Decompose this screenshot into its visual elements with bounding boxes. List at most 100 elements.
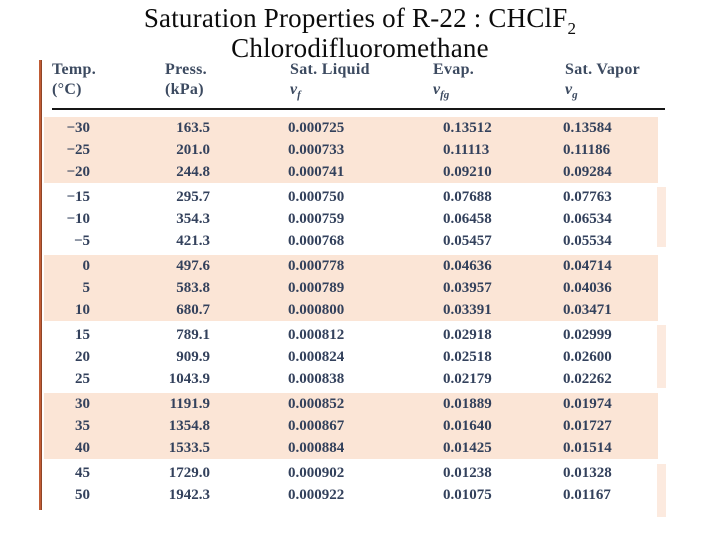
table-cell: 0.02179: [443, 370, 492, 387]
column-label: Temp.: [52, 61, 97, 78]
table-cell: −25: [66, 141, 90, 158]
table-cell: 0.01974: [563, 395, 612, 412]
table-row: 35 1354.8 0.000867 0.01640 0.01727: [44, 415, 658, 437]
table-cell: 909.9: [176, 348, 210, 365]
column-symbol: vfg: [433, 80, 474, 105]
table-cell: 0.04636: [443, 257, 492, 274]
row-band-plain: −15 295.7 0.000750 0.07688 0.07763 −10 354.3 0.…: [44, 186, 658, 252]
table-cell: −15: [66, 188, 90, 205]
column-symbol: vf: [290, 80, 370, 105]
table-cell: 0.000741: [288, 163, 345, 180]
table-cell: 0.000852: [288, 395, 345, 412]
slide-title-line1: Saturation Properties of R-22 : CHClF2: [0, 3, 720, 37]
table-cell: 0.000812: [288, 326, 345, 343]
table-row: −15 295.7 0.000750 0.07688 0.07763: [44, 186, 658, 208]
table-cell: 0.000922: [288, 486, 345, 503]
table-cell: 40: [75, 439, 90, 456]
slide-title-line2: Chlorodifluoromethane: [231, 33, 489, 63]
table-cell: 0.02918: [443, 326, 492, 343]
table-cell: 1729.0: [168, 464, 210, 481]
table-cell: 0.000733: [288, 141, 345, 158]
table-cell: 30: [75, 395, 90, 412]
table-cell: 0.05534: [563, 232, 612, 249]
table-cell: 0.01727: [563, 417, 612, 434]
table-row: 40 1533.5 0.000884 0.01425 0.01514: [44, 437, 658, 459]
column-header-sat-vapor: Sat. Vapor vg: [565, 60, 640, 105]
row-band-shaded: 30 1191.9 0.000852 0.01889 0.01974 35 1354.8 0.…: [44, 393, 658, 459]
table-cell: 1354.8: [168, 417, 210, 434]
table-cell: 0.01514: [563, 439, 612, 456]
table-cell: 0.01328: [563, 464, 612, 481]
column-header-sat-liquid: Sat. Liquid vf: [290, 60, 370, 105]
symbol-subscript: fg: [440, 89, 450, 102]
table-cell: 0.01889: [443, 395, 492, 412]
table-cell: 0.000768: [288, 232, 345, 249]
symbol-subscript: g: [572, 89, 578, 102]
table-cell: 1942.3: [168, 486, 210, 503]
table-row: 25 1043.9 0.000838 0.02179 0.02262: [44, 368, 658, 390]
table-cell: 354.3: [176, 210, 210, 227]
header-rule: [52, 108, 665, 110]
table-cell: 0.03471: [563, 301, 612, 318]
table-cell: 50: [75, 486, 90, 503]
table-cell: 0.000902: [288, 464, 345, 481]
row-band-shaded: −30 163.5 0.000725 0.13512 0.13584 −25 201.0 0.…: [44, 117, 658, 183]
table-cell: 0.000759: [288, 210, 345, 227]
symbol-v: v: [565, 81, 573, 98]
table-cell: 0.000800: [288, 301, 345, 318]
table-cell: 0.02999: [563, 326, 612, 343]
table-cell: 0.11113: [443, 141, 490, 158]
table-cell: 0.13584: [563, 119, 612, 136]
table-cell: −30: [66, 119, 90, 136]
table-cell: 10: [75, 301, 90, 318]
table-cell: 0.000750: [288, 188, 345, 205]
symbol-subscript: f: [297, 89, 301, 102]
table-cell: 5: [82, 279, 91, 296]
accent-bar: [39, 60, 42, 510]
table-cell: 0.09284: [563, 163, 612, 180]
slide-title-text: Saturation Properties of R-22 : CHClF: [143, 3, 568, 33]
table-cell: 583.8: [176, 279, 210, 296]
table-cell: 15: [75, 326, 90, 343]
row-band-plain: 15 789.1 0.000812 0.02918 0.02999 20 909.9 0.00…: [44, 324, 658, 390]
table-row: −10 354.3 0.000759 0.06458 0.06534: [44, 208, 658, 230]
table-cell: 0.01425: [443, 439, 492, 456]
table-row: −5 421.3 0.000768 0.05457 0.05534: [44, 230, 658, 252]
slide-title: Saturation Properties of R-22 : CHClF2 C…: [0, 3, 720, 63]
table-cell: 0: [82, 257, 91, 274]
table-row: 45 1729.0 0.000902 0.01238 0.01328: [44, 462, 658, 484]
shade-sliver: [657, 187, 666, 247]
table-cell: 0.000838: [288, 370, 345, 387]
table-cell: 0.000725: [288, 119, 345, 136]
table-cell: 0.07763: [563, 188, 612, 205]
table-cell: 0.02262: [563, 370, 612, 387]
column-unit: (kPa): [165, 81, 204, 98]
table-row: 15 789.1 0.000812 0.02918 0.02999: [44, 324, 658, 346]
table-cell: 244.8: [176, 163, 210, 180]
table-row: −30 163.5 0.000725 0.13512 0.13584: [44, 117, 658, 139]
symbol-v: v: [290, 81, 298, 98]
column-header-press: Press. (kPa): [165, 60, 207, 100]
table-row: 50 1942.3 0.000922 0.01075 0.01167: [44, 484, 658, 506]
table-row: 20 909.9 0.000824 0.02518 0.02600: [44, 346, 658, 368]
table-row: 10 680.7 0.000800 0.03391 0.03471: [44, 299, 658, 321]
table-cell: 0.01075: [443, 486, 492, 503]
table-cell: 0.000884: [288, 439, 345, 456]
table-cell: 0.01238: [443, 464, 492, 481]
symbol-v: v: [433, 81, 441, 98]
table-cell: 0.05457: [443, 232, 492, 249]
table-cell: 0.000789: [288, 279, 345, 296]
row-band-plain: 45 1729.0 0.000902 0.01238 0.01328 50 1942.3 0.…: [44, 462, 658, 506]
table-cell: 20: [75, 348, 90, 365]
table-cell: 0.13512: [443, 119, 492, 136]
table-cell: 201.0: [176, 141, 210, 158]
table-cell: 789.1: [176, 326, 210, 343]
table-cell: 497.6: [176, 257, 210, 274]
table-cell: 163.5: [176, 119, 210, 136]
table-cell: 0.01167: [563, 486, 611, 503]
table-cell: 0.02518: [443, 348, 492, 365]
slide-title-subscript: 2: [567, 19, 577, 38]
table-cell: 35: [75, 417, 90, 434]
table-header: Temp. (°C) Press. (kPa) Sat. Liquid vf E…: [44, 60, 658, 108]
